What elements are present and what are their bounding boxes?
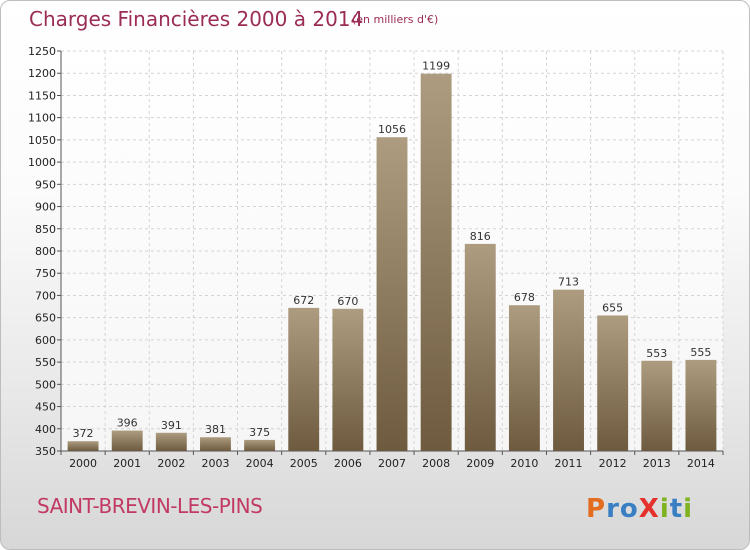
bar-2012 [597, 315, 629, 451]
x-tick-label-2009: 2009 [466, 457, 494, 470]
x-tick-label-2008: 2008 [422, 457, 450, 470]
y-tick-label: 750 [35, 267, 56, 280]
x-tick-label-2005: 2005 [290, 457, 318, 470]
value-label-2008: 1199 [422, 60, 450, 73]
y-tick-label: 350 [35, 445, 56, 458]
value-label-2006: 670 [337, 295, 358, 308]
x-tick-label-2011: 2011 [555, 457, 583, 470]
value-label-2014: 555 [690, 346, 711, 359]
bar-2007 [376, 137, 408, 451]
value-labels: 372 396 391 381 375 672 670 1056 1199 816 678 713 65… [73, 60, 712, 441]
bar-2006 [332, 308, 364, 451]
y-tick-label: 1000 [28, 156, 56, 169]
x-tick-label-2000: 2000 [69, 457, 97, 470]
y-tick-label: 950 [35, 178, 56, 191]
y-tick-label: 400 [35, 423, 56, 436]
x-tick-label-2001: 2001 [113, 457, 141, 470]
bar-2014 [685, 359, 717, 451]
bar-2002 [155, 432, 187, 451]
y-tick-label: 650 [35, 312, 56, 325]
x-tick-label-2007: 2007 [378, 457, 406, 470]
y-tick-label: 600 [35, 334, 56, 347]
y-tick-label: 1100 [28, 112, 56, 125]
y-tick-label: 550 [35, 356, 56, 369]
svg-text:ProXiti: ProXiti [586, 494, 693, 524]
y-tick-label: 800 [35, 245, 56, 258]
bar-2009 [464, 243, 496, 451]
x-tick-label-2014: 2014 [687, 457, 715, 470]
chart-subtitle: (en milliers d'€) [352, 13, 439, 26]
value-label-2000: 372 [73, 427, 94, 440]
bar-2011 [553, 289, 584, 451]
value-label-2005: 672 [293, 294, 314, 307]
y-tick-label: 1050 [28, 134, 56, 147]
value-label-2004: 375 [249, 426, 270, 439]
y-tick-label: 450 [35, 401, 56, 414]
city-name: SAINT-BREVIN-LES-PINS [37, 494, 263, 518]
x-tick-label-2012: 2012 [599, 457, 627, 470]
value-label-2001: 396 [117, 417, 138, 430]
value-label-2011: 713 [558, 276, 579, 289]
y-tick-label: 1150 [28, 89, 56, 102]
bar-2013 [641, 360, 673, 451]
y-tick-label: 500 [35, 378, 56, 391]
chart-title: Charges Financières 2000 à 2014 [29, 7, 364, 31]
x-tick-label-2002: 2002 [157, 457, 185, 470]
value-label-2013: 553 [646, 347, 667, 360]
bar-2005 [288, 307, 320, 451]
x-tick-label-2004: 2004 [246, 457, 274, 470]
x-tick-label-2010: 2010 [510, 457, 538, 470]
bar-2008 [420, 73, 452, 452]
bar-2000 [67, 441, 99, 451]
x-tick-label-2006: 2006 [334, 457, 362, 470]
bar-2003 [200, 437, 231, 451]
y-tick-label: 700 [35, 289, 56, 302]
y-tick-label: 900 [35, 201, 56, 214]
y-tick-label: 850 [35, 223, 56, 236]
y-tick-label: 1250 [28, 45, 56, 58]
bars [67, 73, 717, 452]
x-tick-label-2003: 2003 [201, 457, 229, 470]
value-label-2012: 655 [602, 301, 623, 314]
value-label-2010: 678 [514, 291, 535, 304]
proxiti-logo: ProXiti [586, 494, 693, 524]
value-label-2007: 1056 [378, 123, 406, 136]
x-tick-label-2013: 2013 [643, 457, 671, 470]
y-tick-label: 1200 [28, 67, 56, 80]
bar-2010 [508, 305, 540, 451]
bar-2004 [244, 439, 276, 451]
value-label-2009: 816 [470, 230, 491, 243]
bar-2001 [111, 430, 143, 451]
value-label-2003: 381 [205, 423, 226, 436]
value-label-2002: 391 [161, 419, 182, 432]
